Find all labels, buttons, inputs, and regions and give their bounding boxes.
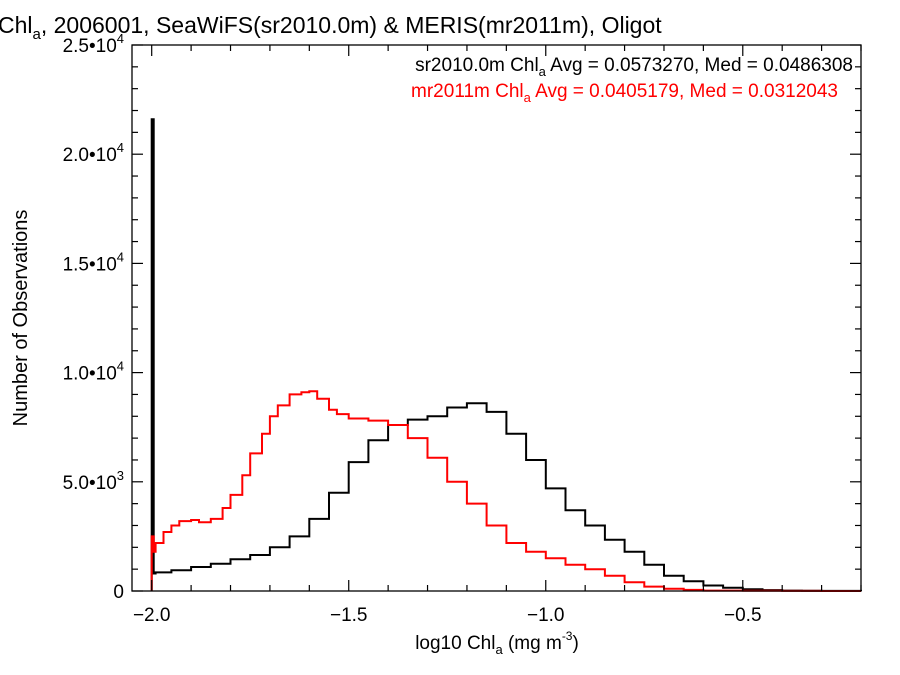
y-tick-label: 2.0•104 (63, 140, 124, 166)
series-line-1 (150, 390, 861, 592)
y-axis-ticks: 0 5.0•103 1.0•104 1.5•104 2.0•104 2.5•104 (63, 31, 861, 603)
x-tick-label: −0.5 (724, 605, 762, 626)
x-tick-label: −2.0 (133, 605, 171, 626)
y-axis-label: Number of Observations (10, 210, 32, 427)
chart-title: Chla, 2006001, SeaWiFS(sr2010.0m) & MERI… (0, 12, 662, 43)
y-tick-label: 1.5•104 (63, 249, 124, 275)
x-axis-ticks: −2.0 −1.5 −1.0 −0.5 (133, 45, 862, 626)
series-line-0 (150, 118, 862, 592)
title-subscript: a (33, 26, 42, 43)
plot-frame (131, 44, 862, 592)
x-tick-label: −1.0 (527, 605, 565, 626)
x-axis-label: log10 Chla (mg m-3) (415, 629, 579, 657)
annotation-meris: mr2011m Chla Avg = 0.0405179, Med = 0.03… (411, 81, 838, 105)
y-tick-label: 5.0•103 (63, 468, 124, 494)
annotation-seawifs: sr2010.0m Chla Avg = 0.0573270, Med = 0.… (415, 55, 853, 79)
y-tick-label: 0 (113, 582, 124, 603)
y-tick-label: 2.5•104 (63, 31, 124, 57)
x-tick-label: −1.5 (330, 605, 368, 626)
legend-annotations: sr2010.0m Chla Avg = 0.0573270, Med = 0.… (411, 55, 853, 105)
y-tick-label: 1.0•104 (63, 359, 124, 385)
series-layer (150, 118, 862, 592)
